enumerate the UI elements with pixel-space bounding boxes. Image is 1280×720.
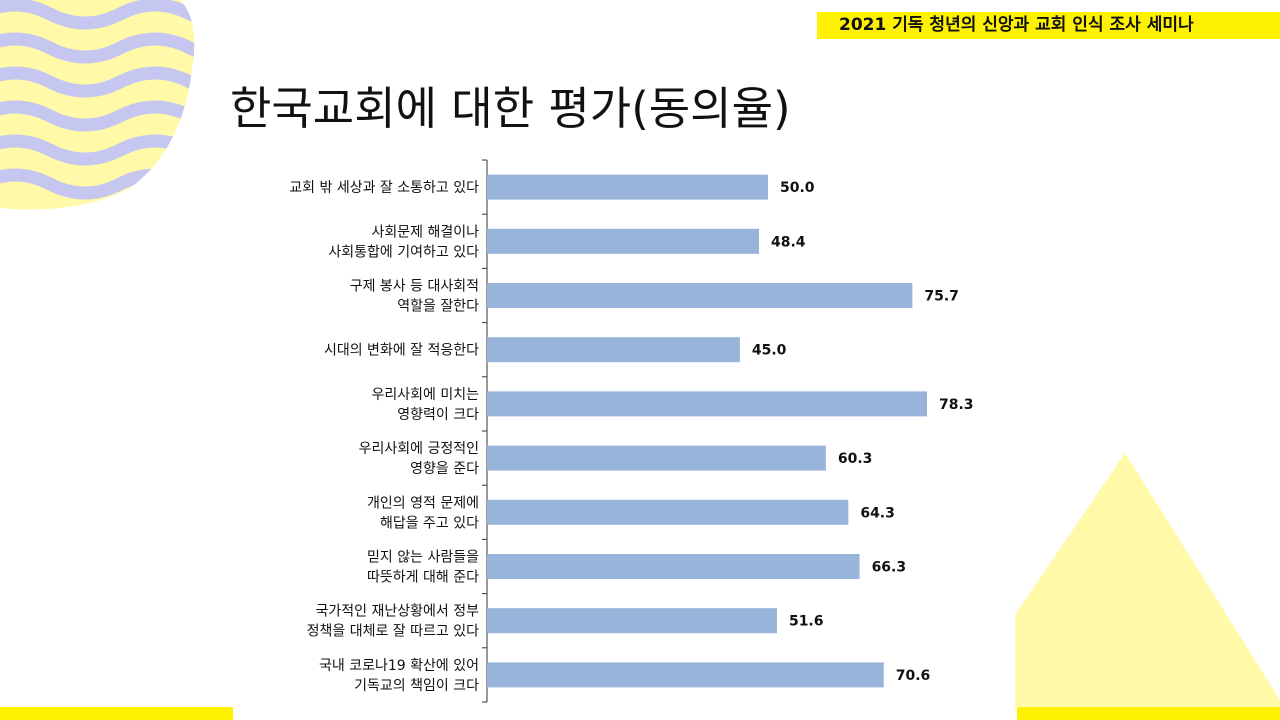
- category-label: 개인의 영적 문제에: [367, 495, 479, 511]
- category-label: 정책을 대체로 잘 따르고 있다: [307, 624, 479, 640]
- seminar-label: 2021 기독 청년의 신앙과 교회 인식 조사 세미나: [817, 12, 1280, 39]
- category-label: 사회문제 해결이나: [372, 224, 480, 240]
- category-label: 영향력이 크다: [397, 407, 479, 423]
- page-title: 한국교회에 대한 평가(동의율): [230, 82, 791, 135]
- category-label: 교회 밖 세상과 잘 소통하고 있다: [289, 180, 479, 196]
- data-label: 70.6: [896, 668, 931, 684]
- category-label: 따뜻하게 대해 준다: [367, 570, 479, 586]
- data-label: 64.3: [860, 505, 895, 521]
- category-label: 기독교의 책임이 크다: [354, 678, 479, 694]
- bar: [487, 391, 927, 417]
- data-label: 60.3: [838, 451, 873, 467]
- category-label: 구제 봉사 등 대사회적: [350, 279, 479, 295]
- category-label: 역할을 잘한다: [397, 299, 479, 315]
- bar: [487, 283, 913, 308]
- bar: [487, 499, 849, 525]
- category-label: 국내 코로나19 확산에 있어: [319, 658, 479, 674]
- category-label: 우리사회에 긍정적인: [359, 441, 479, 457]
- data-label: 50.0: [780, 180, 815, 196]
- bar: [487, 337, 740, 363]
- bottom-bar-right: [1017, 707, 1280, 720]
- data-label: 51.6: [789, 614, 824, 630]
- bar: [487, 445, 826, 471]
- category-label: 사회통합에 기여하고 있다: [328, 244, 479, 260]
- bar: [487, 174, 768, 200]
- data-label: 45.0: [752, 343, 787, 359]
- category-label: 믿지 않는 사람들을: [367, 550, 479, 566]
- bar: [487, 662, 884, 688]
- data-label: 75.7: [924, 289, 959, 305]
- wave-decoration: [0, 0, 195, 210]
- category-label: 해답을 주고 있다: [380, 515, 479, 531]
- bar: [487, 554, 860, 579]
- category-label: 시대의 변화에 잘 적응한다: [324, 343, 479, 359]
- data-label: 78.3: [939, 397, 974, 413]
- data-label: 48.4: [771, 234, 806, 250]
- data-label: 66.3: [872, 560, 907, 576]
- category-label: 영향을 준다: [410, 461, 479, 477]
- bottom-bar-left: [0, 707, 233, 720]
- category-label: 우리사회에 미치는: [372, 387, 480, 403]
- bar: [487, 608, 777, 634]
- category-label: 국가적인 재난상황에서 정부: [316, 604, 480, 620]
- bar: [487, 228, 759, 254]
